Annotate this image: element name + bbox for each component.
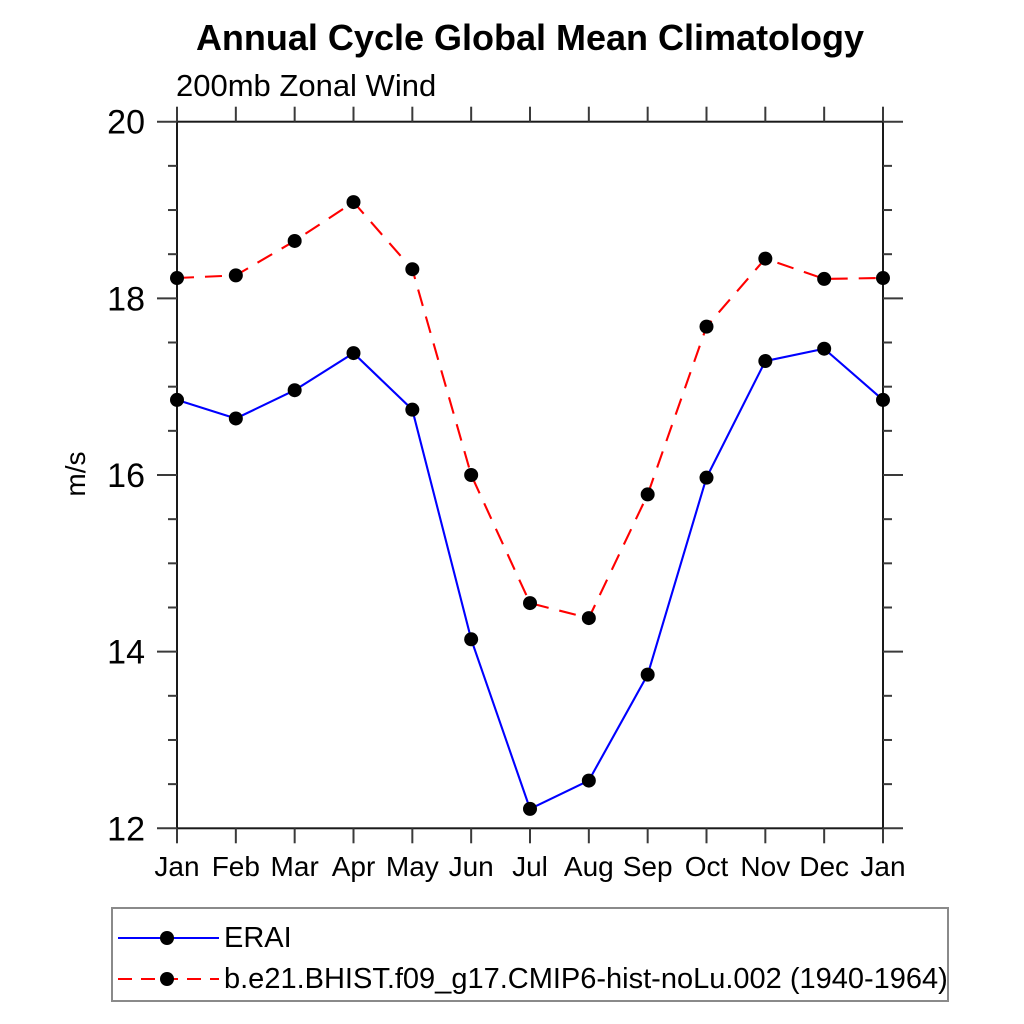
y-tick-label: 12 (107, 810, 145, 848)
model-data-marker (758, 251, 773, 266)
x-tick-label: Feb (212, 851, 260, 882)
x-tick-label: Jul (512, 851, 548, 882)
erai-data-marker (464, 632, 479, 647)
x-tick-label: Apr (332, 851, 376, 882)
x-tick-label: Sep (623, 851, 673, 882)
x-tick-label: Jan (860, 851, 905, 882)
x-tick-label: Dec (799, 851, 849, 882)
model-data-marker (346, 195, 361, 210)
legend-samples (118, 931, 219, 986)
x-tick-label: Nov (740, 851, 790, 882)
chart-title: Annual Cycle Global Mean Climatology (195, 17, 865, 58)
erai-data-marker (405, 402, 420, 417)
erai-data-marker (170, 392, 184, 407)
y-tick-label: 20 (107, 104, 145, 142)
erai-data-marker (817, 341, 832, 356)
model-data-marker (817, 271, 832, 286)
y-tick-label: 18 (107, 280, 145, 318)
model-data-marker (581, 611, 596, 626)
model-data-marker (170, 271, 184, 286)
erai-data-marker (228, 411, 243, 426)
model-data-marker (405, 262, 420, 277)
legend-label-model: b.e21.BHIST.f09_g17.CMIP6-hist-noLu.002 … (224, 963, 948, 995)
erai-data-marker (523, 801, 537, 816)
y-axis-label: m/s (60, 451, 91, 496)
x-tick-label: Jan (154, 851, 199, 882)
x-tick-label: May (386, 851, 439, 882)
model-data-marker (464, 468, 479, 482)
model-data-marker (228, 268, 243, 283)
erai-line (176, 347, 884, 811)
model-data-marker (523, 596, 537, 611)
x-tick-label: Mar (271, 851, 319, 882)
model-data-marker (640, 487, 655, 502)
x-tick-label: Jun (449, 851, 494, 882)
erai-data-marker (758, 354, 773, 369)
y-tick-label: 14 (107, 634, 145, 672)
legend: ERAI b.e21.BHIST.f09_g17.CMIP6-hist-noLu… (111, 907, 949, 1002)
legend-label-erai: ERAI (224, 922, 292, 954)
x-tick-label: Oct (685, 851, 729, 882)
erai-data-marker (876, 392, 890, 407)
erai-data-marker (581, 773, 596, 788)
erai-data-marker (640, 667, 655, 682)
chart-subtitle: 200mb Zonal Wind (176, 68, 437, 103)
x-tick-label: Aug (564, 851, 614, 882)
model-data-marker (876, 271, 890, 286)
erai-data-marker (699, 470, 714, 485)
model-data-marker (287, 233, 302, 248)
erai-data-marker (287, 383, 302, 398)
model-line (176, 200, 884, 620)
legend-erai-marker-icon (160, 931, 174, 945)
model-data-marker (699, 319, 714, 334)
y-tick-label: 16 (107, 457, 145, 495)
erai-data-marker (346, 346, 361, 361)
plot-border (176, 120, 884, 830)
legend-model-marker-icon (160, 972, 174, 986)
